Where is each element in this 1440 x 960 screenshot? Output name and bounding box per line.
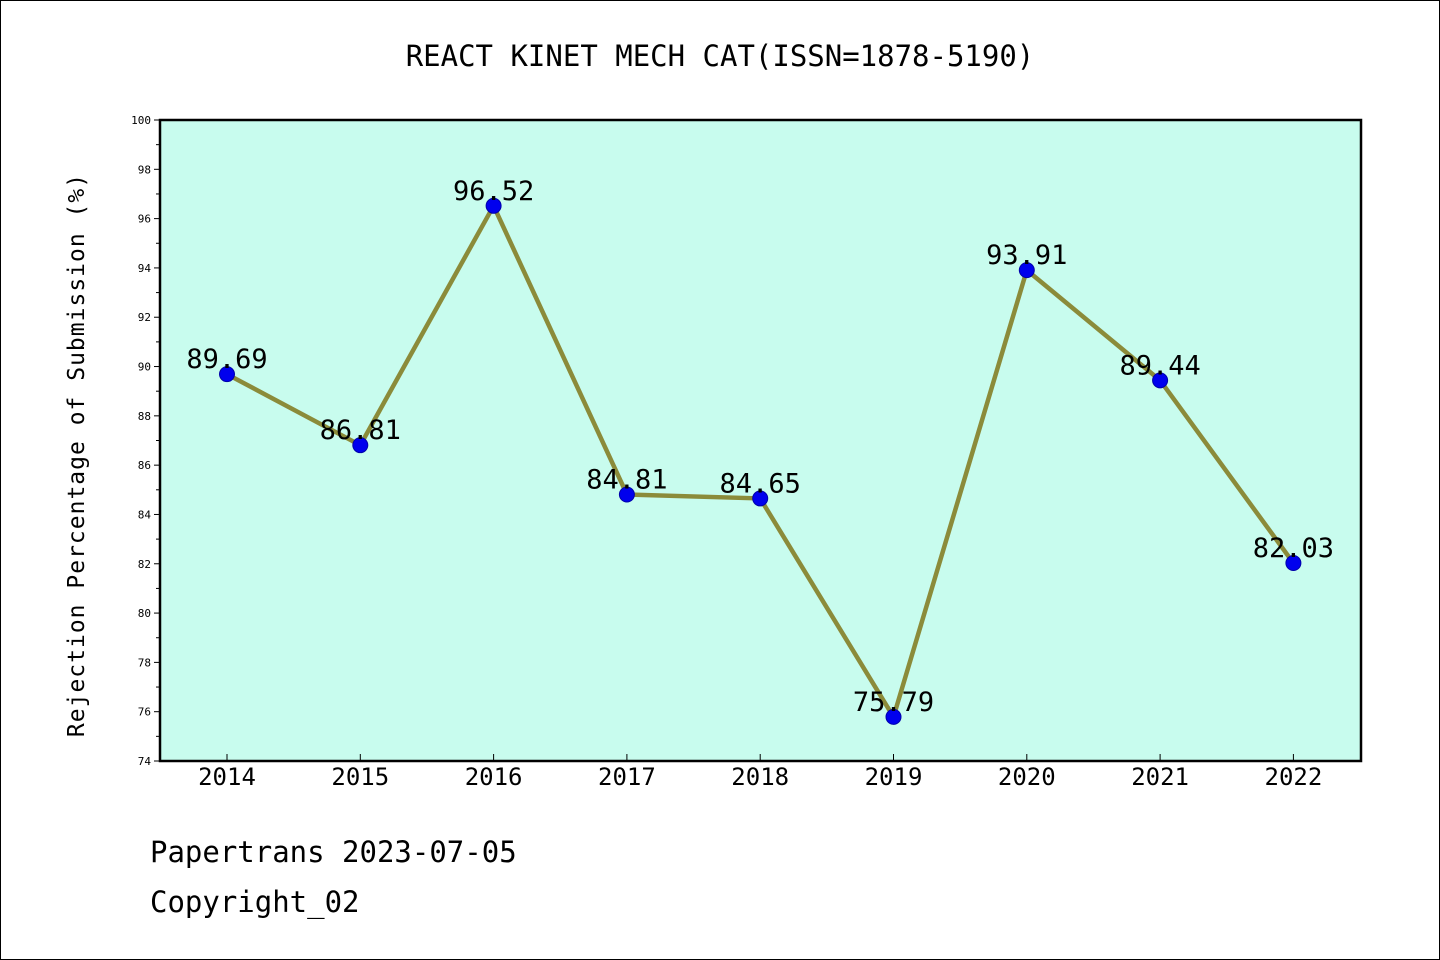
data-point bbox=[1018, 262, 1035, 279]
x-axis: 2014 2015 2016 2017 2018 2019 2020 2021 2022 bbox=[198, 754, 1322, 791]
x-tick-label: 2020 bbox=[998, 763, 1056, 791]
x-tick-label: 2016 bbox=[465, 763, 523, 791]
x-tick-label: 2018 bbox=[731, 763, 789, 791]
data-point bbox=[1152, 372, 1169, 389]
y-tick-label: 76 bbox=[138, 706, 151, 719]
x-tick-label: 2017 bbox=[598, 763, 656, 791]
y-tick-label: 78 bbox=[138, 656, 151, 669]
footer-date: Papertrans 2023-07-05 bbox=[150, 835, 517, 869]
x-tick-label: 2015 bbox=[331, 763, 389, 791]
y-tick-label: 86 bbox=[138, 459, 151, 472]
y-tick-label: 96 bbox=[138, 213, 151, 226]
data-label: 89.69 bbox=[186, 344, 267, 375]
x-tick-label: 2022 bbox=[1265, 763, 1323, 791]
y-tick-label: 92 bbox=[138, 311, 151, 324]
y-tick-label: 100 bbox=[131, 114, 151, 127]
data-point bbox=[885, 708, 902, 725]
data-label: 86.81 bbox=[320, 415, 401, 446]
data-label: 75.79 bbox=[853, 687, 934, 718]
data-label: 89.44 bbox=[1119, 350, 1200, 381]
data-point bbox=[352, 437, 369, 454]
y-tick-label: 82 bbox=[138, 558, 151, 571]
data-points bbox=[219, 197, 1302, 725]
data-labels: 89.69 86.81 96.52 84.81 84.65 75.79 93.91 89.44… bbox=[186, 176, 1334, 718]
y-tick-label: 90 bbox=[138, 361, 151, 374]
data-label: 82.03 bbox=[1253, 533, 1334, 564]
y-tick-label: 80 bbox=[138, 607, 151, 620]
data-label: 84.65 bbox=[720, 468, 801, 499]
y-tick-label: 98 bbox=[138, 163, 151, 176]
data-point bbox=[1285, 555, 1302, 572]
data-point bbox=[752, 490, 769, 507]
data-point bbox=[485, 197, 502, 214]
y-axis: 74 76 78 80 82 84 86 88 90 92 94 96 98 100 bbox=[131, 114, 160, 768]
x-tick-label: 2014 bbox=[198, 763, 256, 791]
footer-copyright: Copyright_02 bbox=[150, 885, 360, 919]
x-tick-label: 2019 bbox=[865, 763, 923, 791]
y-tick-label: 94 bbox=[138, 262, 152, 275]
y-tick-label: 88 bbox=[138, 410, 151, 423]
y-tick-label: 74 bbox=[138, 755, 152, 768]
y-axis-label: Rejection Percentage of Submission (%) bbox=[64, 173, 90, 737]
data-point bbox=[219, 366, 235, 383]
data-point bbox=[618, 486, 635, 503]
chart-title: REACT KINET MECH CAT(ISSN=1878-5190) bbox=[406, 39, 1035, 73]
data-label: 96.52 bbox=[453, 176, 534, 207]
x-tick-label: 2021 bbox=[1131, 763, 1189, 791]
y-tick-label: 84 bbox=[138, 508, 152, 521]
data-label: 93.91 bbox=[986, 240, 1067, 271]
data-label: 84.81 bbox=[586, 464, 667, 495]
